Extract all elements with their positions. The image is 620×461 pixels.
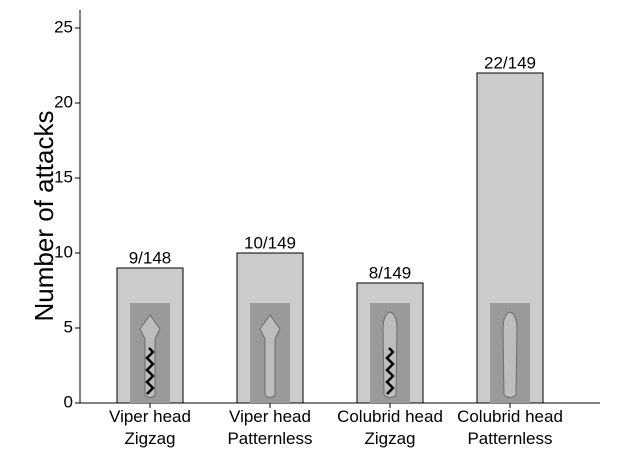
x-tick-label: Colubrid head Patternless (457, 407, 563, 448)
x-tick-label: Colubrid head Zigzag (337, 407, 443, 448)
snake-body (502, 311, 518, 398)
y-tick-label: 25 (54, 17, 73, 36)
value-label: 8/149 (369, 263, 412, 282)
x-tick-label-line: Viper head (109, 407, 191, 426)
snake-model-image (370, 303, 410, 403)
snake-model-image (130, 303, 170, 403)
y-tick-label: 15 (54, 167, 73, 186)
y-tick-label: 20 (54, 92, 73, 111)
y-tick-label: 0 (64, 392, 73, 411)
value-label: 9/148 (129, 248, 172, 267)
zigzag-pattern (385, 347, 395, 395)
x-tick-label: Viper head Patternless (227, 407, 312, 448)
snake-model-image (490, 303, 530, 403)
x-tick-label-line: Zigzag (364, 429, 415, 448)
y-axis-label: Number of attacks (29, 111, 59, 322)
value-label: 10/149 (244, 233, 296, 252)
x-tick-label-line: Zigzag (124, 429, 175, 448)
x-tick-label: Viper head Zigzag (109, 407, 191, 448)
x-tick-label-line: Viper head (229, 407, 311, 426)
zigzag-pattern (145, 347, 155, 395)
y-tick-label: 10 (54, 242, 73, 261)
x-tick-label-line: Patternless (227, 429, 312, 448)
y-tick-label: 5 (64, 317, 73, 336)
snake-model-image (250, 303, 290, 403)
snake-body (259, 314, 281, 398)
x-tick-label-line: Patternless (467, 429, 552, 448)
x-tick-label-line: Colubrid head (457, 407, 563, 426)
value-label: 22/149 (484, 53, 536, 72)
x-tick-label-line: Colubrid head (337, 407, 443, 426)
